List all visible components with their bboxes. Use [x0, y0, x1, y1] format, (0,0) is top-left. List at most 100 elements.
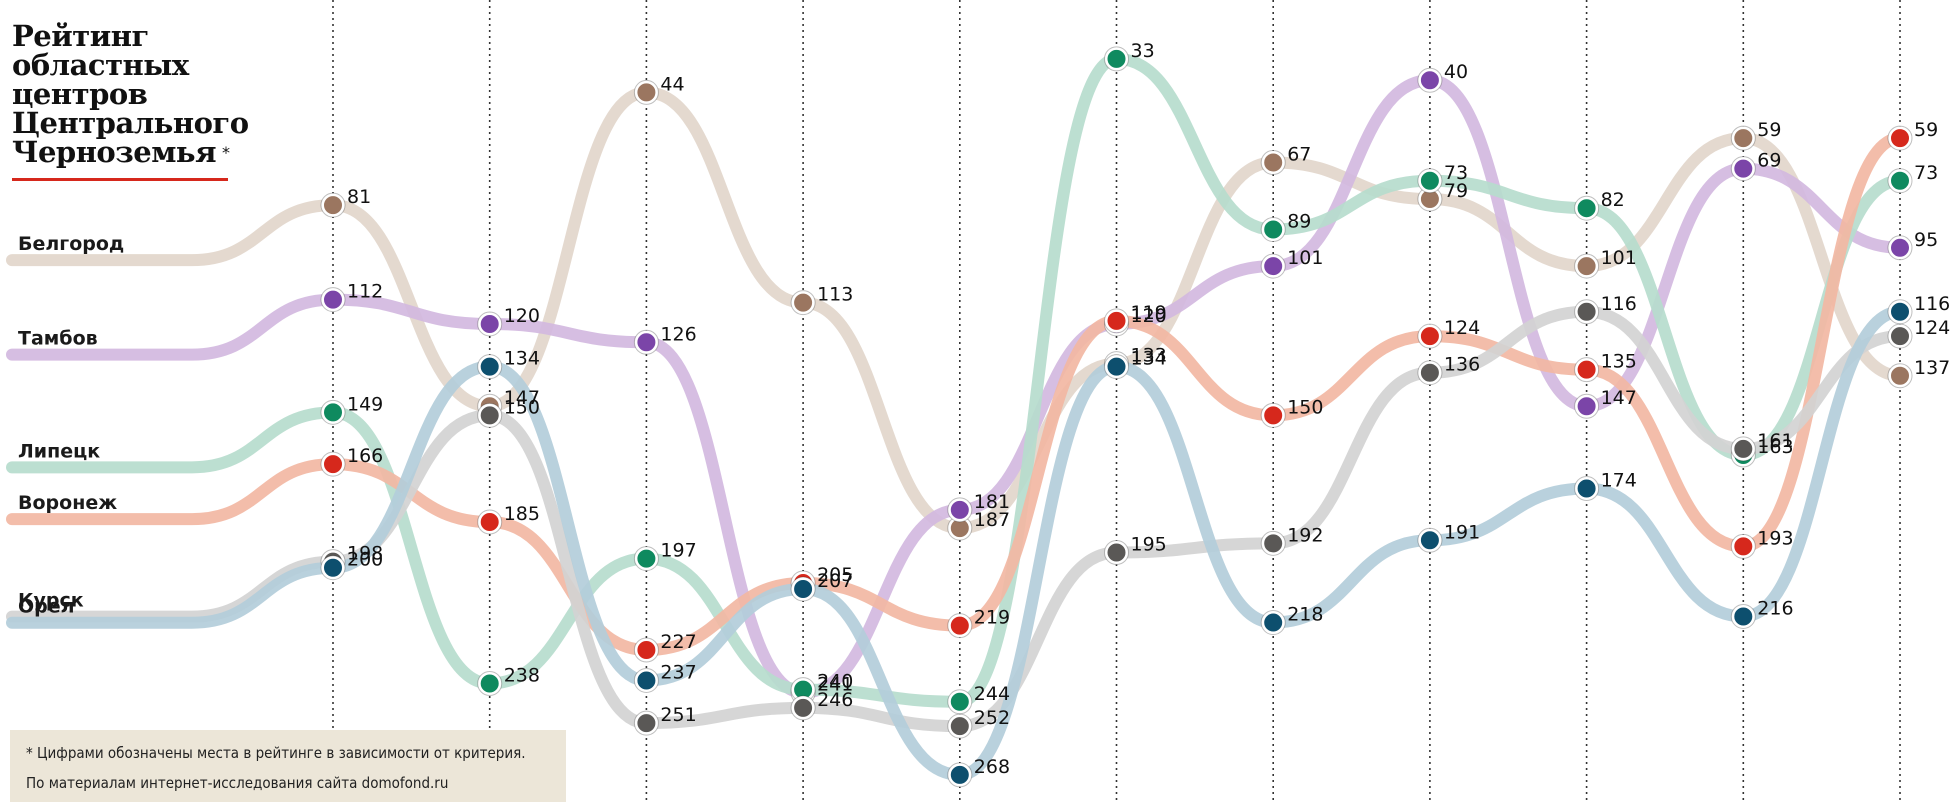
data-point-ring [947, 713, 973, 739]
data-label: 218 [1287, 604, 1323, 626]
data-point [1888, 235, 1912, 260]
title-star: * [222, 143, 230, 162]
data-label: 147 [1601, 387, 1637, 409]
data-point-ring [633, 667, 659, 693]
data-point-ring [1887, 125, 1913, 151]
data-point-ring [1417, 360, 1443, 386]
data-point [1574, 476, 1599, 501]
footnote-box: * Цифрами обозначены места в рейтинге в … [10, 730, 566, 802]
data-label: 73 [1914, 162, 1938, 184]
data-point [1261, 150, 1286, 175]
data-label: 135 [1601, 351, 1637, 373]
data-point [1104, 46, 1129, 71]
data-point [634, 80, 659, 105]
data-point [1731, 534, 1756, 559]
footnote-line-1: * Цифрами обозначены места в рейтинге в … [26, 744, 526, 762]
data-label: 116 [1914, 293, 1950, 315]
data-label: 227 [660, 631, 696, 653]
data-point [1574, 357, 1599, 382]
data-point-ring [320, 555, 346, 581]
data-point [947, 689, 972, 714]
data-point-ring [790, 290, 816, 316]
data-label: 240 [817, 671, 853, 693]
data-point [477, 311, 502, 336]
data-point [947, 497, 972, 522]
legend-label: Курск [18, 590, 84, 612]
data-label: 195 [1131, 533, 1167, 555]
data-point-ring [1260, 530, 1286, 556]
data-point [1261, 403, 1286, 428]
data-point [477, 510, 502, 535]
footnote-line-2: По материалам интернет-исследования сайт… [26, 774, 449, 792]
data-point [947, 762, 972, 787]
data-point-ring [1730, 156, 1756, 182]
data-point-ring [633, 710, 659, 736]
title-line-3: центров [12, 77, 148, 111]
data-label: 101 [1601, 247, 1637, 269]
data-point [1888, 324, 1912, 349]
data-label: 82 [1601, 189, 1625, 211]
legend-label: Белгород [18, 233, 124, 255]
title-line-1: Рейтинг [12, 19, 149, 53]
data-point-ring [1730, 603, 1756, 629]
data-label: 33 [1131, 40, 1155, 62]
data-point [1574, 394, 1599, 419]
series-lines [6, 52, 1906, 781]
data-label: 244 [974, 683, 1010, 705]
data-point-ring [1417, 67, 1443, 93]
data-point-ring [947, 689, 973, 715]
chart-title: Рейтинг областных центров Центрального Ч… [12, 22, 249, 167]
data-point-ring [1887, 235, 1913, 261]
data-point [947, 613, 972, 638]
data-label: 79 [1444, 180, 1468, 202]
data-point-ring [1417, 323, 1443, 349]
data-label: 238 [504, 664, 540, 686]
data-point [1104, 308, 1129, 333]
data-point-ring [477, 670, 503, 696]
data-point [1261, 531, 1286, 556]
legend-label: Липецк [18, 440, 100, 462]
data-label: 187 [974, 509, 1010, 531]
title-line-2: областных [12, 48, 189, 82]
data-point-ring [1104, 354, 1129, 380]
data-label: 124 [1444, 317, 1480, 339]
data-label: 59 [1757, 119, 1781, 141]
grid [332, 0, 1901, 802]
data-point-ring [320, 451, 346, 477]
data-point-ring [1260, 610, 1286, 636]
data-point-ring [1260, 149, 1286, 175]
data-point-ring [790, 576, 816, 602]
legend-label: Тамбов [18, 328, 98, 350]
series-markers [320, 46, 1913, 788]
data-label: 126 [660, 323, 696, 345]
data-label: 113 [817, 284, 853, 306]
data-label: 119 [1131, 302, 1167, 324]
data-label: 73 [1444, 162, 1468, 184]
data-point [791, 290, 816, 315]
data-point [1261, 217, 1286, 242]
data-point-ring [1730, 436, 1756, 462]
data-point-ring [477, 354, 503, 380]
title-line-4: Центрального [12, 106, 249, 140]
data-label: 205 [817, 564, 853, 586]
title-line-5-wrap: Черноземья * [12, 138, 249, 167]
data-point [1888, 299, 1912, 324]
data-label: 95 [1914, 229, 1938, 251]
data-point-ring [1887, 323, 1913, 349]
data-point [321, 287, 345, 312]
data-label: 134 [1131, 348, 1167, 370]
data-point-ring [1417, 168, 1443, 194]
series-line [6, 74, 1906, 699]
data-label: 181 [974, 491, 1010, 513]
data-label: 197 [660, 540, 696, 562]
data-point [634, 546, 659, 571]
data-point [1574, 299, 1599, 324]
data-point-ring [947, 497, 973, 523]
data-point [1417, 168, 1442, 193]
data-label: 185 [504, 503, 540, 525]
data-label: 69 [1757, 150, 1781, 172]
data-point [321, 193, 345, 218]
data-point-ring [1260, 253, 1286, 279]
series-line [6, 52, 1906, 708]
